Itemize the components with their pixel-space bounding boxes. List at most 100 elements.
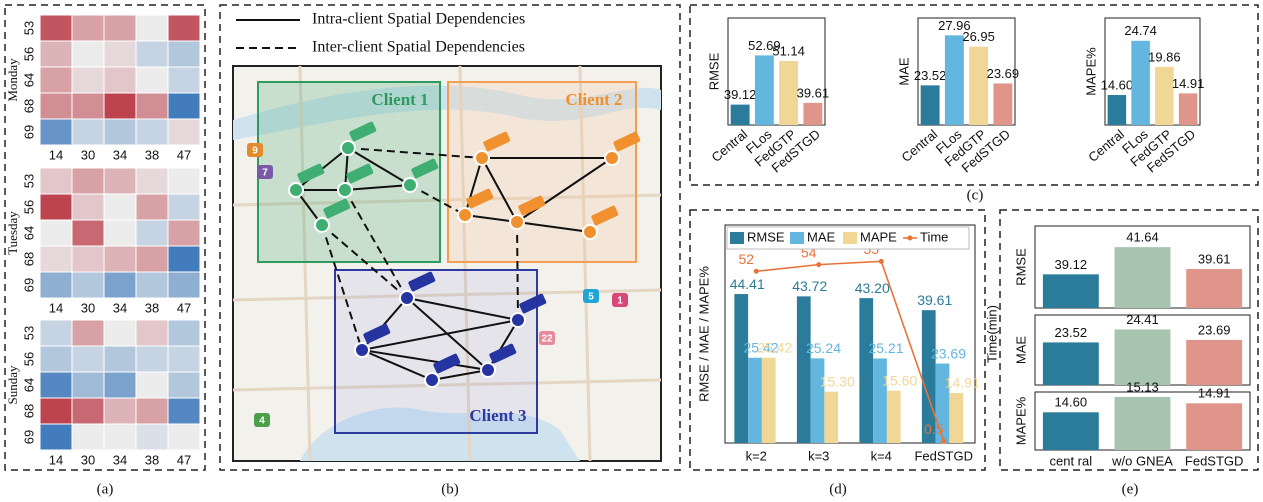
heatmap-cell [104, 194, 136, 220]
legend-swatch [843, 232, 857, 244]
heatmap-cell [104, 346, 136, 372]
heatmap-cell [136, 119, 168, 145]
y-tick-label: 64 [21, 378, 36, 392]
value-label: 39.61 [1198, 251, 1231, 266]
heatmap-cell [136, 15, 168, 41]
y-tick-label: 68 [21, 252, 36, 266]
heatmap-cell [72, 119, 104, 145]
heatmap-cell [168, 194, 200, 220]
bar [873, 358, 887, 443]
heatmap-cell [40, 41, 72, 67]
camera-node [341, 141, 355, 155]
value-label: 14.60 [1101, 77, 1134, 92]
bar [949, 393, 963, 443]
heatmap-cell [72, 272, 104, 298]
bar [748, 358, 762, 443]
heatmap-cell [136, 41, 168, 67]
y-tick-label: 69 [21, 125, 36, 139]
bar [1115, 329, 1171, 385]
heatmap-cell [40, 168, 72, 194]
heatmap-cell [40, 320, 72, 346]
value-label: 23.52 [1055, 325, 1088, 340]
heatmap-cell [72, 424, 104, 450]
day-label: Tuesday [5, 211, 20, 255]
heatmap-cell [40, 67, 72, 93]
x-tick-label: 30 [81, 452, 95, 467]
heatmap-cell [40, 272, 72, 298]
bar [859, 298, 873, 443]
heatmap-cell [72, 246, 104, 272]
day-label: Monday [5, 58, 20, 102]
client-label: Client 3 [469, 406, 526, 425]
heatmap-cell [40, 398, 72, 424]
value-label: 15.30 [820, 373, 855, 389]
camera-node [289, 183, 303, 197]
heatmap-cell [72, 93, 104, 119]
legend-label: RMSE [747, 229, 785, 244]
value-label: 26.95 [962, 29, 995, 44]
heatmap-cell [72, 15, 104, 41]
heatmap-cell [40, 246, 72, 272]
value-label: 14.91 [1172, 76, 1205, 91]
bar [993, 83, 1012, 125]
category-label: k=3 [808, 448, 829, 463]
heatmap-cell [136, 424, 168, 450]
x-tick-label: 14 [49, 300, 63, 315]
value-label: 24.74 [1124, 23, 1157, 38]
bar [734, 294, 748, 443]
value-label: 23.69 [1198, 322, 1231, 337]
y-axis-label: MAE [896, 57, 911, 86]
category-label: FedSTGD [1185, 453, 1244, 468]
heatmap-cell [104, 320, 136, 346]
heatmap-cell [168, 424, 200, 450]
bar [731, 105, 750, 125]
bar [755, 55, 774, 125]
heatmap-cell [40, 372, 72, 398]
y-tick-label: 69 [21, 430, 36, 444]
x-tick-label: 38 [145, 300, 159, 315]
heatmap-cell [104, 424, 136, 450]
legend-label: MAPE [860, 229, 897, 244]
value-label: 23.52 [914, 68, 947, 83]
bar [1108, 95, 1127, 125]
heatmap-cell [136, 398, 168, 424]
map-label: 4 [259, 416, 265, 427]
panel-caption: (b) [441, 481, 459, 497]
heatmap-cell [104, 272, 136, 298]
x-tick-label: 38 [145, 452, 159, 467]
category-label: cent ral [1050, 453, 1093, 468]
y-tick-label: 68 [21, 99, 36, 113]
heatmap-cell [104, 93, 136, 119]
heatmap-cell [72, 220, 104, 246]
heatmap-cell [136, 346, 168, 372]
y-tick-label: 56 [21, 352, 36, 366]
client-region [448, 82, 636, 262]
heatmap-cell [40, 119, 72, 145]
y-tick-label: 69 [21, 278, 36, 292]
value-label: 39.12 [1055, 257, 1088, 272]
heatmap-cell [104, 220, 136, 246]
bar [1131, 41, 1150, 125]
x-tick-label: 47 [177, 300, 191, 315]
heatmap-cell [168, 272, 200, 298]
x-tick-label: 14 [49, 147, 63, 162]
client-label: Client 1 [371, 90, 428, 109]
category-label: k=4 [871, 448, 892, 463]
heatmap-cell [72, 346, 104, 372]
camera-node [511, 313, 525, 327]
heatmap-cell [136, 220, 168, 246]
camera-node [355, 343, 369, 357]
value-label: 25.24 [806, 340, 841, 356]
heatmap-cell [168, 398, 200, 424]
panel-caption: (d) [829, 481, 847, 497]
y-tick-label: 64 [21, 73, 36, 87]
heatmap-cell [104, 67, 136, 93]
value-label: 14.60 [1055, 395, 1088, 410]
y-axis-label: RMSE [1013, 248, 1028, 286]
x-tick-label: 47 [177, 147, 191, 162]
value-label: 25.21 [868, 340, 903, 356]
time-point [879, 259, 884, 264]
x-tick-label: 34 [113, 300, 127, 315]
heatmap-cell [104, 119, 136, 145]
category-label: k=2 [746, 448, 767, 463]
